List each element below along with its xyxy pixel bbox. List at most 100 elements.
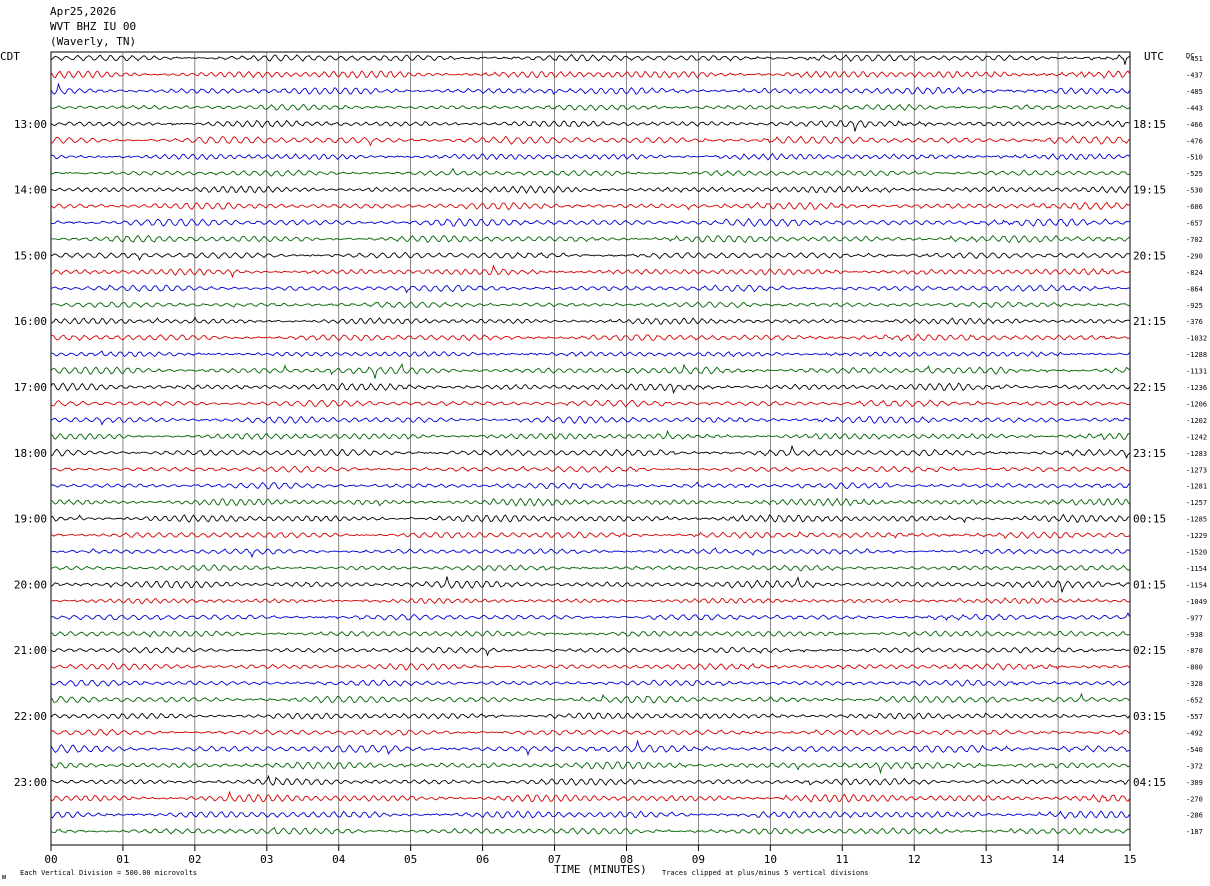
trace-line (50, 234, 1130, 244)
cdt-hour-label: 22:00 (14, 710, 47, 723)
seismic-traces (50, 53, 1130, 835)
x-tick-label: 10 (764, 853, 777, 866)
trace-line (50, 82, 1130, 95)
header-station: WVT BHZ IU 00 (50, 20, 137, 33)
dc-offset-label: -870 (1186, 647, 1203, 655)
cdt-hour-label: 21:00 (14, 644, 47, 657)
x-tick-label: 07 (548, 853, 561, 866)
trace-line (50, 774, 1130, 786)
trace-line (50, 692, 1130, 704)
dc-label: DC (1186, 52, 1194, 60)
cdt-hour-label: 17:00 (14, 381, 47, 394)
dc-offset-label: -476 (1186, 137, 1203, 145)
dc-offset-label: -1242 (1186, 433, 1207, 441)
dc-offset-label: -1049 (1186, 598, 1207, 606)
cdt-hour-label: 16:00 (14, 315, 47, 328)
trace-line (50, 185, 1130, 194)
trace-line (50, 513, 1130, 524)
cdt-hour-label: 23:00 (14, 776, 47, 789)
x-tick-label: 09 (692, 853, 705, 866)
trace-line (50, 103, 1130, 112)
dc-offset-label: -657 (1186, 220, 1203, 228)
trace-line (50, 284, 1130, 294)
left-timezone-label: CDT (0, 50, 20, 63)
header-date: Apr25,2026 (50, 5, 117, 18)
trace-line (50, 547, 1130, 559)
trace-line (50, 201, 1130, 211)
x-tick-label: 05 (404, 853, 417, 866)
trace-line (50, 251, 1130, 261)
utc-hour-label: 02:15 (1133, 644, 1166, 657)
trace-line (50, 531, 1130, 540)
dc-offset-label: -1131 (1186, 368, 1207, 376)
dc-offset-label: -1032 (1186, 335, 1207, 343)
x-tick-label: 15 (1123, 853, 1136, 866)
dc-offset-label: -925 (1186, 302, 1203, 310)
dc-offset-label: -443 (1186, 104, 1203, 112)
dc-offset-label: -286 (1186, 812, 1203, 820)
dc-offset-label: -702 (1186, 236, 1203, 244)
dc-offset-label: -977 (1186, 614, 1203, 622)
dc-offset-label: -510 (1186, 154, 1203, 162)
trace-line (50, 53, 1130, 65)
utc-hour-label: 01:15 (1133, 578, 1166, 591)
x-tick-label: 02 (188, 853, 201, 866)
dc-offset-label: -376 (1186, 318, 1203, 326)
dc-offset-label: -492 (1186, 729, 1203, 737)
dc-offset-label: -938 (1186, 631, 1203, 639)
dc-offset-label: -530 (1186, 187, 1203, 195)
cdt-hour-label: 14:00 (14, 184, 47, 197)
x-tick-label: 14 (1051, 853, 1065, 866)
utc-hour-label: 03:15 (1133, 710, 1166, 723)
axis-labels: 00 01 02 03 04 05 06 07 08 09 10 11 12 13 14 15 -451 -437… (14, 55, 1207, 866)
cdt-hour-label: 19:00 (14, 513, 47, 526)
dc-offset-label: -800 (1186, 664, 1203, 672)
trace-line (50, 497, 1130, 507)
x-tick-label: 08 (620, 853, 633, 866)
dc-offset-label: -1288 (1186, 351, 1207, 359)
trace-line (50, 350, 1130, 358)
trace-line (50, 301, 1130, 309)
trace-line (50, 728, 1130, 736)
header-location: (Waverly, TN) (50, 35, 137, 48)
utc-hour-label: 22:15 (1133, 381, 1166, 394)
utc-hour-label: 04:15 (1133, 776, 1166, 789)
dc-offset-label: -290 (1186, 252, 1203, 260)
dc-offset-label: -437 (1186, 71, 1203, 79)
trace-line (50, 316, 1130, 325)
trace-line (50, 576, 1130, 593)
trace-line (50, 152, 1130, 161)
utc-hour-label: 23:15 (1133, 447, 1166, 460)
clip-note: Traces clipped at plus/minus 5 vertical … (662, 869, 869, 877)
trace-line (50, 119, 1130, 132)
trace-line (50, 429, 1130, 441)
dc-offset-label: -1281 (1186, 483, 1207, 491)
dc-offset-label: -824 (1186, 269, 1203, 277)
x-tick-label: 00 (44, 853, 57, 866)
dc-offset-label: -606 (1186, 203, 1203, 211)
cdt-hour-label: 20:00 (14, 578, 47, 591)
dc-offset-label: -485 (1186, 88, 1203, 96)
trace-line (50, 827, 1130, 835)
dc-offset-label: -451 (1186, 55, 1203, 63)
trace-line (50, 679, 1130, 687)
cdt-hour-label: 15:00 (14, 249, 47, 262)
dc-offset-label: -372 (1186, 762, 1203, 770)
trace-line (50, 712, 1130, 720)
cdt-hour-label: 13:00 (14, 118, 47, 131)
x-tick-label: 13 (980, 853, 993, 866)
trace-line (50, 810, 1130, 820)
trace-line (50, 264, 1130, 279)
x-tick-label: 04 (332, 853, 346, 866)
dc-offset-label: -1154 (1186, 565, 1207, 573)
trace-line (50, 630, 1130, 638)
utc-hour-label: 00:15 (1133, 513, 1166, 526)
dc-offset-label: -864 (1186, 285, 1203, 293)
utc-hour-label: 19:15 (1133, 184, 1166, 197)
dc-offset-label: -1202 (1186, 417, 1207, 425)
x-tick-label: 03 (260, 853, 273, 866)
trace-line (50, 363, 1130, 379)
x-tick-label: 06 (476, 853, 489, 866)
dc-offset-label: -525 (1186, 170, 1203, 178)
